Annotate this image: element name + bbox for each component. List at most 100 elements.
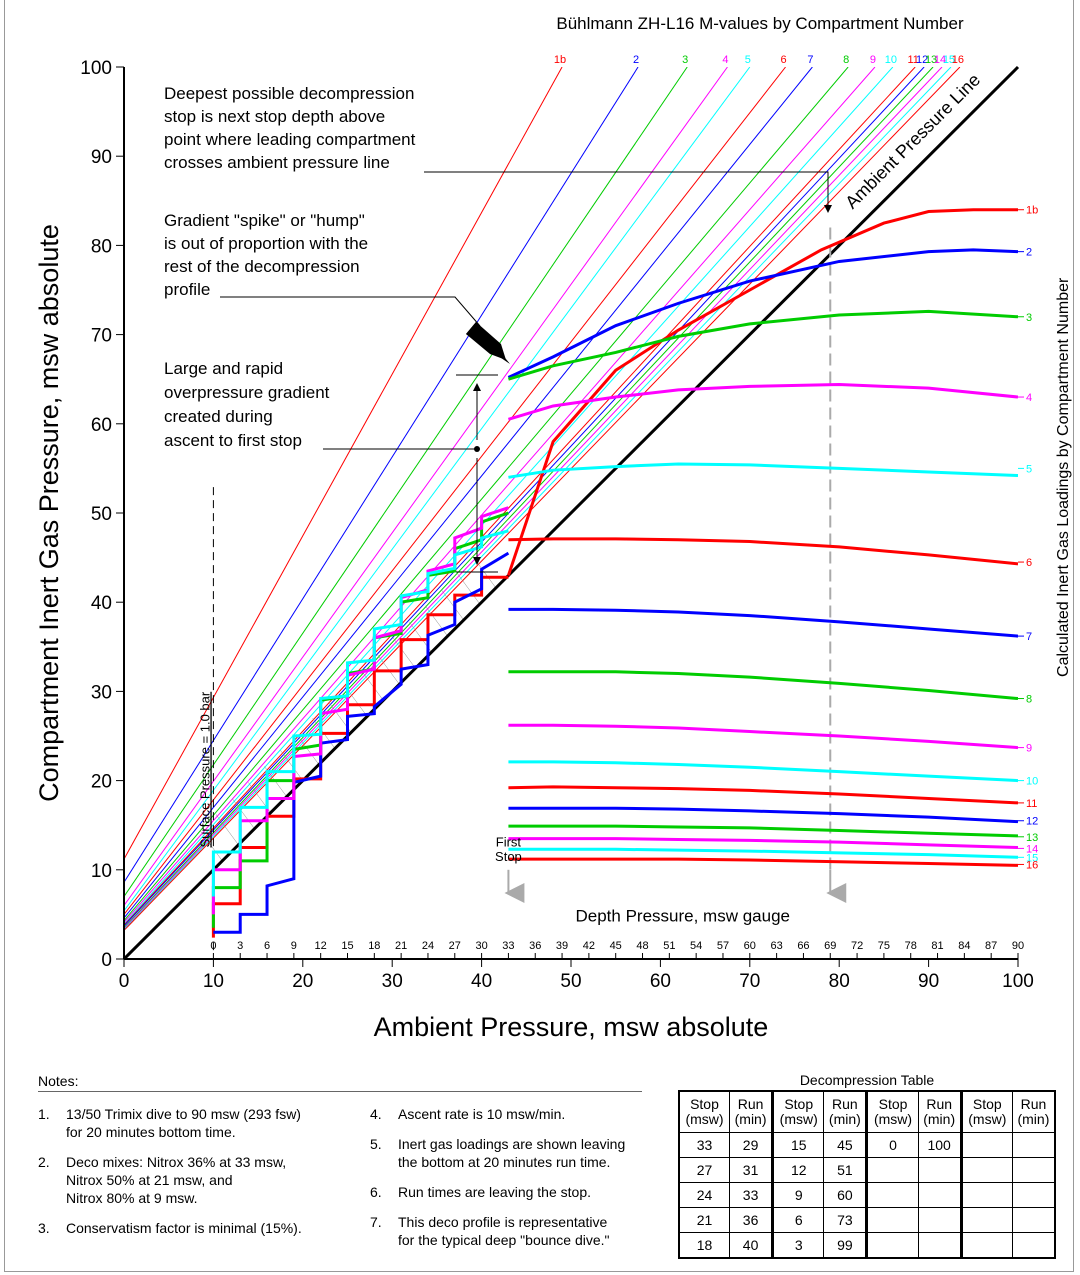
deco-cell bbox=[865, 1157, 919, 1183]
m-value-line-10 bbox=[124, 67, 894, 925]
x-tick-label: 30 bbox=[382, 971, 403, 992]
deco-cell: 3 bbox=[771, 1232, 825, 1259]
leader-dot bbox=[474, 446, 480, 452]
first-stop-label-2: Stop bbox=[495, 849, 522, 864]
loading-curve-1b bbox=[506, 208, 1018, 576]
x-tick-label: 60 bbox=[650, 971, 671, 992]
m-value-label-1b: 1b bbox=[554, 54, 566, 66]
hatch-line bbox=[441, 589, 464, 621]
deco-cell bbox=[917, 1207, 962, 1233]
loading-curve-14 bbox=[508, 837, 1018, 849]
deco-cell bbox=[917, 1157, 962, 1183]
y-tick-label: 100 bbox=[80, 58, 112, 79]
deco-cell: 36 bbox=[728, 1207, 774, 1233]
hatch-line bbox=[231, 798, 255, 829]
loading-label-16: 16 bbox=[1026, 859, 1038, 871]
deco-header-cell: Run (min) bbox=[1011, 1090, 1056, 1133]
depth-tick-label: 36 bbox=[529, 940, 541, 952]
note-text: Run times are leaving the stop. bbox=[398, 1184, 591, 1200]
deco-cell bbox=[1011, 1182, 1056, 1208]
loading-label-6: 6 bbox=[1026, 557, 1032, 569]
m-value-label-8: 8 bbox=[843, 54, 849, 66]
x-tick-label: 70 bbox=[739, 971, 760, 992]
m-value-label-5: 5 bbox=[745, 54, 751, 66]
m-value-label-16: 16 bbox=[952, 54, 964, 66]
loading-label-1b: 1b bbox=[1026, 205, 1038, 217]
y-tick-label: 90 bbox=[91, 147, 112, 168]
table-row: 21 36 6 73 bbox=[678, 1207, 1056, 1233]
left-note-0: 1. 13/50 Trimix dive to 90 msw (293 fsw) f… bbox=[38, 1105, 328, 1141]
depth-tick-label: 75 bbox=[878, 940, 890, 952]
m-value-line-15 bbox=[124, 67, 952, 930]
chart-title: Bühlmann ZH-L16 M-values by Compartment … bbox=[556, 14, 964, 33]
deco-header-cell: Run (min) bbox=[823, 1090, 868, 1133]
note-text: Ascent rate is 10 msw/min. bbox=[398, 1106, 566, 1122]
depth-tick-label: 15 bbox=[341, 940, 353, 952]
page-frame bbox=[4, 0, 1074, 1272]
loading-label-10: 10 bbox=[1026, 776, 1038, 788]
depth-tick-label: 69 bbox=[824, 940, 836, 952]
y-tick-label: 10 bbox=[91, 861, 112, 882]
decompression-table: Stop (msw) Run (min) Stop (msw) Run (min) Stop (m… bbox=[678, 1090, 1056, 1259]
m-value-line-13 bbox=[124, 67, 934, 929]
m-value-line-8 bbox=[124, 67, 849, 921]
loading-curve-8 bbox=[508, 670, 1018, 701]
ambient-pressure-line bbox=[122, 65, 1020, 961]
deco-header-cell: Stop (msw) bbox=[678, 1090, 730, 1133]
m-value-line-1b bbox=[124, 67, 563, 860]
note-number: 3. bbox=[38, 1220, 50, 1236]
deco-cell: 45 bbox=[823, 1132, 868, 1158]
loading-label-13: 13 bbox=[1026, 832, 1038, 844]
ambient-line-label: Ambient Pressure Line bbox=[841, 70, 984, 213]
m-value-label-9: 9 bbox=[870, 54, 876, 66]
annotation-gradient-spike-line: profile bbox=[164, 280, 210, 299]
m-value-label-15: 15 bbox=[943, 54, 955, 66]
loading-label-14: 14 bbox=[1026, 843, 1038, 855]
loading-label-12: 12 bbox=[1026, 816, 1038, 828]
depth-tick-label: 27 bbox=[449, 940, 461, 952]
note-text: Nitrox 50% at 21 msw, and bbox=[66, 1172, 233, 1188]
depth-tick-label: 78 bbox=[905, 940, 917, 952]
x-tick-label: 40 bbox=[471, 971, 492, 992]
table-row: 27 31 12 51 bbox=[678, 1157, 1056, 1183]
depth-tick-label: 87 bbox=[985, 940, 997, 952]
hatch-line bbox=[360, 669, 384, 701]
depth-tick-label: 0 bbox=[210, 940, 216, 952]
depth-tick-label: 12 bbox=[315, 940, 327, 952]
depth-tick-label: 30 bbox=[475, 940, 487, 952]
depth-tick-label: 42 bbox=[583, 940, 595, 952]
deco-cell bbox=[1011, 1157, 1056, 1183]
depth-tick-label: 84 bbox=[958, 940, 970, 952]
annotation-deepest-stop-line: stop is next stop depth above bbox=[164, 107, 385, 126]
deco-cell: 27 bbox=[678, 1157, 730, 1183]
right-note-0: 4. Ascent rate is 10 msw/min. bbox=[370, 1105, 660, 1123]
hatch-line bbox=[457, 573, 481, 605]
loading-label-15: 15 bbox=[1026, 852, 1038, 864]
deco-profile-4 bbox=[211, 506, 509, 915]
deco-cell: 15 bbox=[771, 1132, 825, 1158]
depth-tick-label: 3 bbox=[237, 940, 243, 952]
right-axis-label: Calculated Inert Gas Loadings by Compart… bbox=[1055, 277, 1072, 677]
deco-cell: 51 bbox=[823, 1157, 868, 1183]
m-value-chart: 0 10 20 30 40 50 60 70 80 90 100010203040506070809… bbox=[34, 14, 1072, 1042]
deco-cell: 60 bbox=[823, 1182, 868, 1208]
hatch-line bbox=[280, 750, 304, 781]
m-value-line-3 bbox=[124, 67, 688, 897]
depth-tick-label: 81 bbox=[931, 940, 943, 952]
note-number: 2. bbox=[38, 1154, 50, 1170]
decompression-table-title: Decompression Table bbox=[799, 1072, 935, 1088]
note-number: 5. bbox=[370, 1136, 382, 1152]
annotation-gradient-spike-line: rest of the decompression bbox=[164, 257, 360, 276]
right-note-3: 7. This deco profile is representative for… bbox=[370, 1213, 660, 1249]
m-value-line-4 bbox=[124, 67, 728, 906]
note-text: Inert gas loadings are shown leaving bbox=[398, 1136, 626, 1152]
x-axis-label: Ambient Pressure, msw absolute bbox=[374, 1012, 769, 1042]
table-row: 33 29 15 45 0 100 bbox=[678, 1132, 1056, 1158]
deco-cell: 31 bbox=[728, 1157, 774, 1183]
depth-tick-label: 45 bbox=[610, 940, 622, 952]
loading-label-4: 4 bbox=[1026, 392, 1032, 404]
m-value-label-4: 4 bbox=[722, 54, 728, 66]
y-tick-label: 30 bbox=[91, 682, 112, 703]
hatch-line bbox=[199, 830, 223, 862]
deco-cell: 6 bbox=[771, 1207, 825, 1233]
